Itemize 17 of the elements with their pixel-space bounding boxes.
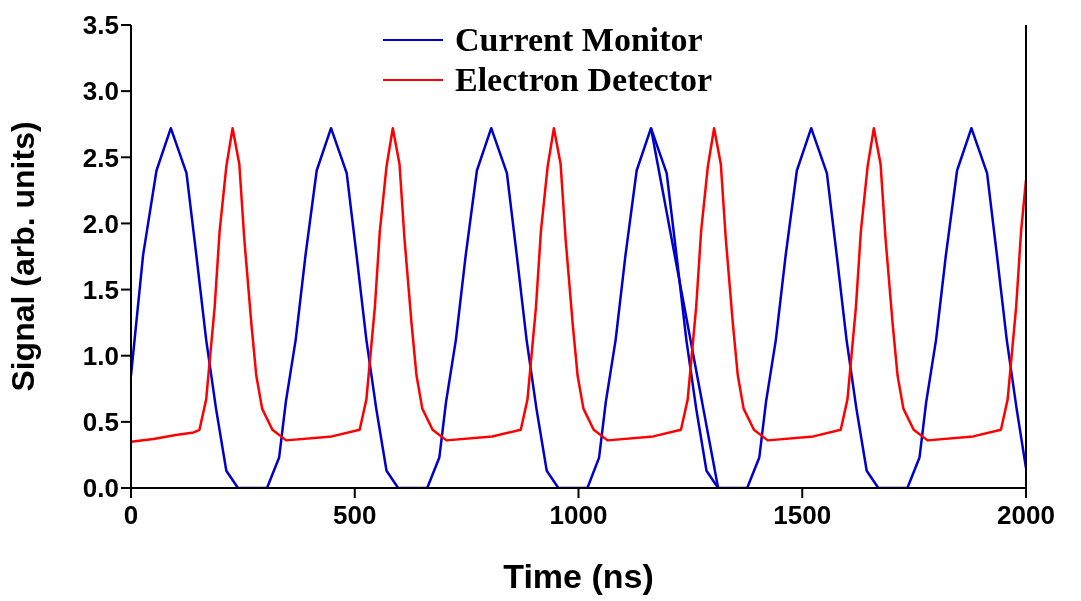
x-tick-label: 500: [333, 500, 377, 531]
y-tick-label: 1.5: [82, 274, 119, 305]
x-tick-label: 1500: [773, 500, 832, 531]
y-tick-label: 3.0: [82, 76, 119, 107]
x-tick-label: 0: [123, 500, 139, 531]
y-tick-label: 0.0: [82, 473, 119, 504]
y-axis-title: Signal (arb. units): [5, 121, 42, 392]
x-axis-title: Time (ns): [503, 557, 654, 595]
y-tick-label: 2.0: [82, 208, 119, 239]
x-tick-label: 1000: [549, 500, 608, 531]
y-tick-label: 1.0: [82, 340, 119, 371]
legend-label: Current Monitor: [455, 21, 703, 59]
x-tick-label: 2000: [997, 500, 1055, 531]
y-tick-label: 0.5: [82, 407, 119, 438]
legend-label: Electron Detector: [455, 61, 713, 99]
y-tick-label: 2.5: [82, 142, 119, 173]
y-tick-label: 3.5: [82, 10, 119, 41]
